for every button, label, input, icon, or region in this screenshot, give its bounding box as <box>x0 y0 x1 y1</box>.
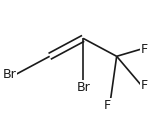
Text: F: F <box>141 43 148 56</box>
Text: F: F <box>141 78 148 92</box>
Text: Br: Br <box>76 81 90 94</box>
Text: Br: Br <box>2 68 16 81</box>
Text: F: F <box>104 99 111 112</box>
